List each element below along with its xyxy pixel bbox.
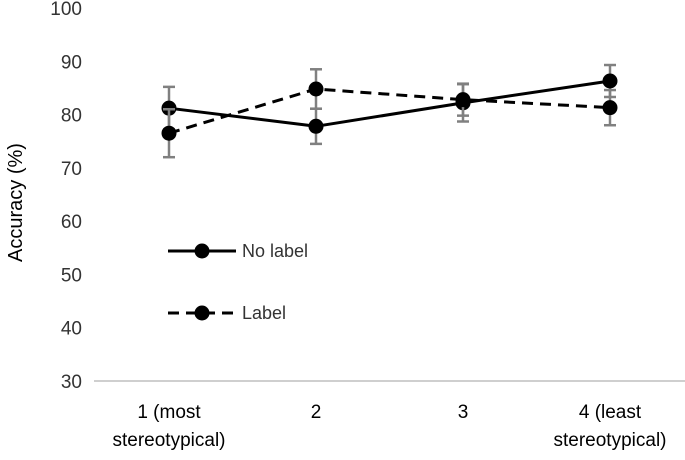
data-point [602, 100, 618, 116]
series-line [168, 79, 611, 128]
legend-item: No label [168, 241, 308, 261]
y-tick-label: 40 [61, 319, 82, 340]
y-tick-label: 60 [61, 212, 82, 233]
x-tick-label: 4 (least stereotypical) [554, 402, 667, 451]
x-axis-categories: 1 (most stereotypical) 2 3 4 (least stereotyp… [113, 402, 667, 451]
data-point [455, 92, 471, 108]
x-tick-label-line: stereotypical) [554, 430, 667, 451]
legend: No label Label [168, 241, 308, 323]
y-axis-title: Accuracy (%) [5, 143, 27, 262]
data-point [308, 81, 324, 97]
x-tick-label-line: 2 [311, 402, 322, 423]
legend-item: Label [168, 303, 286, 323]
y-axis-ticks: 30 40 50 60 70 80 90 100 [50, 0, 82, 393]
y-tick-label: 80 [61, 106, 82, 127]
legend-label: Label [242, 303, 286, 323]
legend-marker [194, 243, 210, 259]
x-tick-label: 3 [458, 402, 469, 423]
legend-marker [194, 305, 210, 321]
data-point [602, 73, 618, 89]
x-tick-label-line: 1 (most [137, 402, 201, 423]
series-layer [161, 63, 618, 159]
x-tick-label: 2 [311, 402, 322, 423]
x-tick-label-line: 4 (least [579, 402, 642, 423]
y-tick-label: 100 [50, 0, 82, 20]
x-tick-label: 1 (most stereotypical) [113, 402, 226, 451]
y-tick-label: 50 [61, 265, 82, 286]
data-point [161, 125, 177, 141]
legend-label: No label [242, 241, 308, 261]
y-tick-label: 70 [61, 159, 82, 180]
x-tick-label-line: 3 [458, 402, 469, 423]
y-tick-label: 90 [61, 52, 82, 73]
x-tick-label-line: stereotypical) [113, 430, 226, 451]
y-tick-label: 30 [61, 372, 82, 393]
series-line [168, 87, 611, 135]
series-dashed [161, 68, 618, 159]
data-point [308, 118, 324, 134]
